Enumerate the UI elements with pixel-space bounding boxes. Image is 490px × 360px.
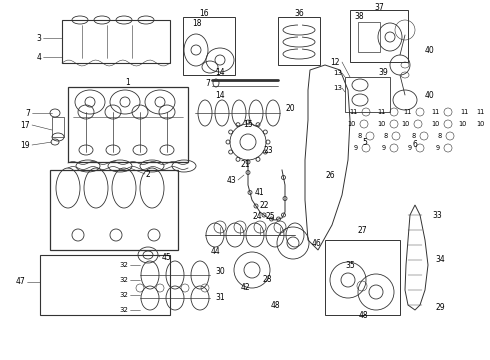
Text: 40: 40: [425, 90, 435, 99]
Text: 16: 16: [199, 9, 209, 18]
Text: 13: 13: [333, 85, 342, 91]
Text: 28: 28: [262, 275, 272, 284]
Bar: [40, 255, 170, 315]
Text: 11: 11: [476, 109, 484, 115]
Text: 14: 14: [215, 68, 225, 77]
Text: 9: 9: [354, 145, 358, 151]
Text: 34: 34: [435, 256, 445, 265]
Text: 25: 25: [265, 212, 275, 220]
Text: 8: 8: [358, 133, 362, 139]
Text: 32: 32: [119, 277, 128, 283]
Text: 10: 10: [347, 121, 356, 127]
Text: 39: 39: [378, 68, 388, 77]
Text: 15: 15: [243, 120, 253, 129]
Text: 10: 10: [402, 121, 410, 127]
Text: 8: 8: [412, 133, 416, 139]
Text: 24: 24: [252, 212, 262, 220]
Text: 43: 43: [226, 176, 236, 185]
Text: 38: 38: [354, 12, 364, 21]
Text: 26: 26: [325, 171, 335, 180]
Text: 37: 37: [374, 3, 384, 12]
Bar: [62, 20, 170, 63]
Text: 13: 13: [333, 70, 342, 76]
Text: 7: 7: [205, 78, 210, 87]
Text: 29: 29: [435, 303, 444, 312]
Text: 9: 9: [436, 145, 440, 151]
Text: 36: 36: [294, 9, 304, 18]
Bar: [50, 170, 178, 250]
Text: 11: 11: [350, 109, 358, 115]
Bar: [52, 117, 64, 137]
Text: 6: 6: [413, 140, 417, 149]
Text: 31: 31: [215, 293, 224, 302]
Text: 9: 9: [408, 145, 412, 151]
Text: 46: 46: [312, 239, 322, 248]
Bar: [325, 240, 400, 315]
Text: 11: 11: [378, 109, 386, 115]
Text: 10: 10: [432, 121, 440, 127]
Text: 30: 30: [215, 267, 225, 276]
Text: 5: 5: [363, 138, 368, 147]
Text: 8: 8: [384, 133, 388, 139]
Bar: [278, 17, 320, 65]
Text: 19: 19: [21, 140, 30, 149]
Text: 45: 45: [162, 253, 172, 262]
Text: 48: 48: [270, 301, 280, 310]
Text: 18: 18: [192, 18, 201, 27]
Text: 11: 11: [432, 109, 440, 115]
Text: 21: 21: [240, 159, 250, 168]
Text: 8: 8: [438, 133, 442, 139]
Text: 2: 2: [146, 170, 150, 179]
Bar: [358, 22, 380, 52]
Text: 14: 14: [215, 90, 225, 99]
Text: 32: 32: [119, 262, 128, 268]
Text: 32: 32: [119, 307, 128, 313]
Bar: [68, 87, 188, 162]
Text: 10: 10: [458, 121, 466, 127]
Text: 42: 42: [240, 284, 250, 292]
Text: 12: 12: [330, 58, 340, 67]
Text: 35: 35: [345, 261, 355, 270]
Text: 11: 11: [460, 109, 468, 115]
Text: 27: 27: [358, 225, 368, 234]
Text: 10: 10: [476, 121, 485, 127]
Text: 33: 33: [432, 211, 442, 220]
Bar: [183, 17, 235, 75]
Text: 40: 40: [425, 45, 435, 54]
Text: 3: 3: [36, 33, 41, 42]
Text: 20: 20: [285, 104, 294, 112]
Text: 22: 22: [259, 201, 269, 210]
Text: 44: 44: [210, 248, 220, 256]
Text: 47: 47: [15, 278, 25, 287]
Text: 41: 41: [255, 188, 265, 197]
Text: 11: 11: [404, 109, 412, 115]
Text: 48: 48: [358, 310, 368, 320]
Text: 9: 9: [382, 145, 386, 151]
Text: 32: 32: [119, 292, 128, 298]
Text: 7: 7: [25, 108, 30, 117]
Text: 23: 23: [263, 145, 273, 154]
Text: 4: 4: [36, 53, 41, 62]
Text: 17: 17: [21, 121, 30, 130]
Text: 1: 1: [125, 77, 130, 86]
Text: 10: 10: [378, 121, 386, 127]
Bar: [350, 10, 408, 62]
Bar: [345, 77, 390, 112]
